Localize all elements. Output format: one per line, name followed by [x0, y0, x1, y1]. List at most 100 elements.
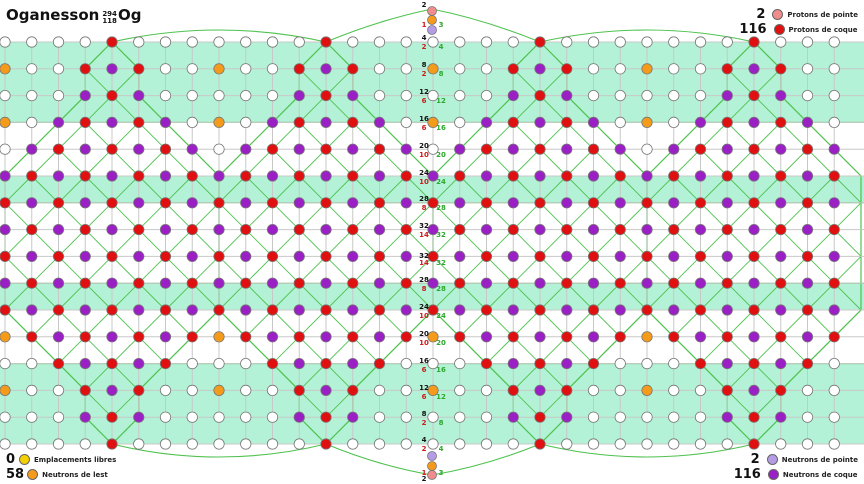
shell-proton-node — [668, 224, 680, 236]
shell-proton-count: 10 — [419, 312, 429, 320]
shell-neutron-count: 3 — [439, 21, 444, 29]
bond-line — [486, 309, 514, 338]
bond-line — [700, 309, 728, 338]
shell-neutron-node — [534, 384, 546, 396]
shell-neutron-node — [427, 277, 439, 289]
bond-line — [4, 282, 33, 311]
shell-proton-node — [801, 143, 814, 155]
ballast-neutron-swatch-icon — [27, 469, 39, 480]
shell-neutron-count: 4 — [439, 43, 444, 51]
shell-neutron-node — [694, 331, 707, 343]
bond-line — [512, 68, 541, 96]
bond-line — [405, 309, 434, 338]
shell-proton-count: 6 — [422, 124, 427, 132]
tip-neutron-node — [427, 25, 437, 35]
shell-neutron-node — [213, 170, 225, 182]
bond-line — [539, 95, 568, 123]
shell-proton-node — [293, 170, 305, 182]
bond-line — [807, 148, 835, 177]
bond-line — [272, 256, 300, 284]
bond-line — [512, 390, 541, 418]
bond-line — [298, 363, 327, 391]
bond-line — [379, 202, 407, 230]
shell-neutron-node — [320, 277, 332, 289]
shell-proton-node — [507, 331, 519, 343]
shell-proton-node — [694, 143, 707, 155]
shell-capacity-label: 2 — [422, 475, 427, 483]
legend-label: Neutrons de lest — [42, 470, 108, 479]
shell-neutron-node — [775, 357, 787, 370]
shell-neutron-node — [721, 90, 733, 102]
shell-proton-node — [293, 63, 305, 75]
shell-neutron-node — [79, 304, 91, 316]
empty-slot-node — [828, 384, 840, 396]
bond-line — [539, 309, 568, 338]
bond-line — [84, 229, 113, 257]
empty-slot-node — [186, 116, 198, 129]
shell-neutron-node — [721, 304, 733, 316]
empty-slot-node — [641, 357, 653, 370]
shell-neutron-count: 4 — [439, 445, 444, 453]
shell-proton-node — [133, 224, 145, 236]
empty-slot-node — [507, 36, 519, 48]
legend-protons: 2 Protons de pointe 116 Protons de coque — [739, 7, 858, 37]
shell-proton-node — [641, 250, 653, 262]
shell-capacity-label: 32 — [419, 252, 429, 260]
shell-proton-node — [186, 331, 198, 343]
shell-neutron-node — [52, 277, 65, 289]
bond-line — [352, 175, 380, 204]
bond-line — [780, 282, 808, 311]
shell-neutron-node — [748, 116, 760, 129]
shell-neutron-node — [614, 197, 626, 209]
bond-line — [726, 229, 755, 257]
bond-line — [298, 148, 327, 177]
shell-proton-node — [133, 277, 145, 289]
bond-line — [726, 202, 755, 230]
shell-neutron-node — [373, 331, 386, 343]
empty-slot-node — [480, 411, 493, 423]
bond-line — [833, 202, 862, 230]
shell-neutron-node — [828, 143, 840, 155]
shell-proton-node — [373, 357, 386, 370]
bond-line — [298, 122, 327, 150]
shell-neutron-node — [534, 116, 546, 129]
shell-proton-node — [133, 63, 145, 75]
shell-proton-node — [0, 197, 11, 209]
empty-slot-node — [400, 357, 412, 370]
shell-proton-node — [534, 197, 546, 209]
shell-neutron-node — [79, 250, 91, 262]
empty-slot-node — [480, 438, 493, 450]
shell-neutron-node — [668, 304, 680, 316]
empty-slot-node — [26, 411, 38, 423]
bond-line — [807, 256, 835, 284]
shell-proton-node — [668, 277, 680, 289]
shell-neutron-node — [293, 143, 305, 155]
shell-neutron-node — [668, 250, 680, 262]
shell-neutron-node — [26, 250, 38, 262]
shell-capacity-label: 4 — [422, 436, 427, 444]
bond-line — [111, 229, 140, 257]
shell-neutron-node — [587, 170, 600, 182]
bond-line — [245, 309, 273, 338]
shell-proton-node — [828, 224, 840, 236]
shell-proton-node — [186, 224, 198, 236]
empty-slot-node — [668, 384, 680, 396]
shell-neutron-node — [293, 304, 305, 316]
shell-neutron-node — [79, 197, 91, 209]
bond-line — [459, 175, 487, 204]
bond-line — [379, 336, 407, 364]
bond-line — [58, 363, 86, 391]
empty-slot-node — [614, 384, 626, 396]
bond-line — [58, 148, 86, 177]
legend-label: Protons de pointe — [787, 10, 858, 19]
empty-slot-node — [240, 438, 252, 450]
shell-neutron-node — [347, 250, 359, 262]
bond-line — [432, 256, 461, 284]
bond-line — [807, 336, 835, 364]
shell-neutron-node — [480, 277, 493, 289]
bond-line — [566, 229, 594, 257]
empty-slot-node — [561, 438, 573, 450]
bond-line — [165, 282, 193, 311]
bond-line — [218, 256, 247, 284]
empty-slot-node — [186, 411, 198, 423]
